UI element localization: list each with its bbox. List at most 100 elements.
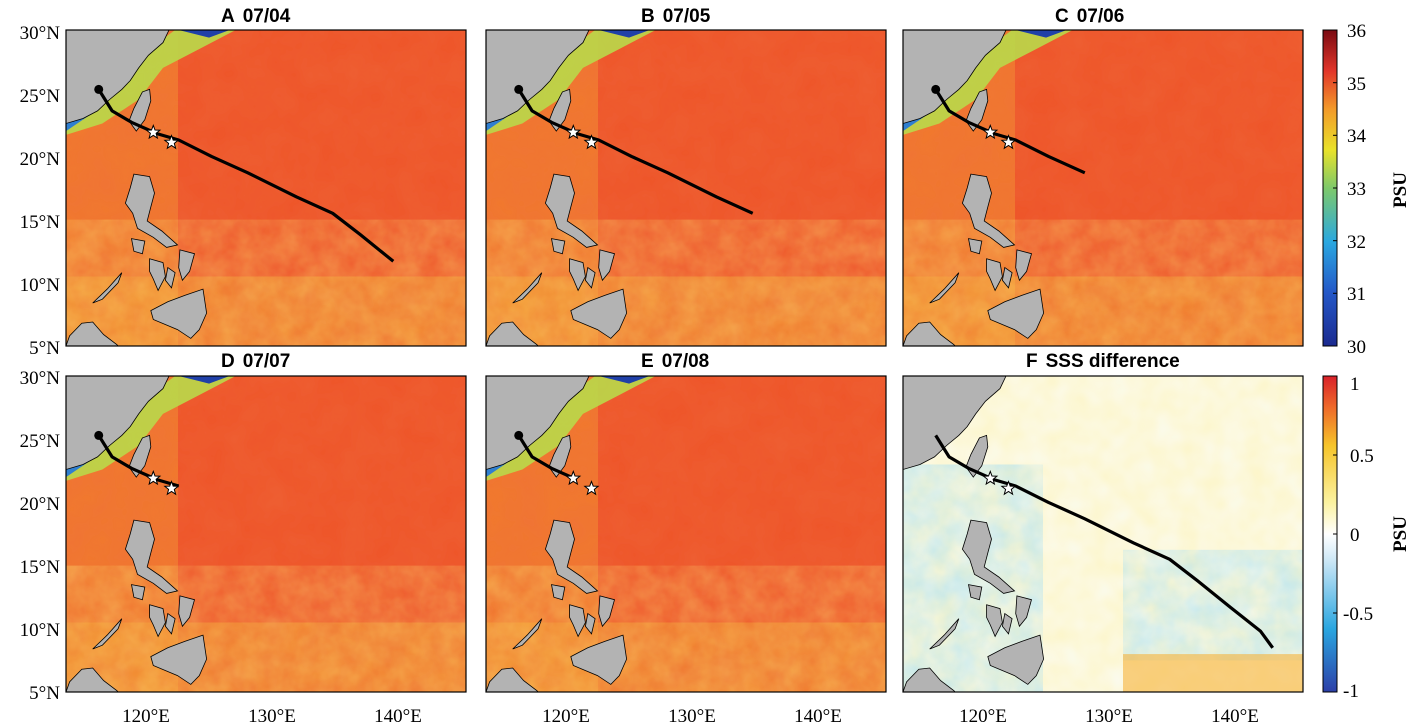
land bbox=[124, 173, 179, 248]
land bbox=[486, 376, 590, 470]
land bbox=[584, 612, 596, 635]
land bbox=[486, 30, 590, 124]
station-star-marker bbox=[163, 134, 180, 150]
fresh-water-patch bbox=[598, 376, 650, 384]
station-star-marker bbox=[583, 480, 600, 496]
land bbox=[130, 238, 146, 255]
station-star-marker bbox=[145, 469, 162, 486]
x-tick-label: 130°E bbox=[668, 706, 716, 726]
y-tick-label: 20°N bbox=[20, 149, 61, 170]
colorbar-diff-label: PSU bbox=[1390, 516, 1411, 552]
x-tick-label: 120°E bbox=[122, 706, 170, 726]
colorbar-sss-tick: 30 bbox=[1347, 337, 1366, 358]
colorbar-diff: 1 0.5 0 -0.5 -1 PSU bbox=[1322, 374, 1411, 702]
panel-frame bbox=[902, 375, 1304, 693]
panel-c-title: C 07/06 bbox=[1055, 6, 1124, 27]
panel-frame bbox=[65, 29, 467, 347]
colorbar-sss-tick: 33 bbox=[1347, 179, 1366, 200]
colorbar-sss-tick: 32 bbox=[1347, 232, 1366, 253]
x-tick-label: 140°E bbox=[1211, 706, 1259, 726]
y-tick-label: 30°N bbox=[20, 368, 61, 389]
colorbar-diff-tick: -0.5 bbox=[1343, 604, 1373, 625]
land bbox=[178, 249, 195, 282]
typhoon-position bbox=[514, 430, 524, 440]
diff-texture-neg bbox=[1123, 549, 1303, 661]
land bbox=[66, 30, 170, 124]
panel-frame bbox=[902, 29, 1304, 347]
typhoon-track bbox=[517, 434, 578, 482]
coastal-plume bbox=[903, 30, 1073, 135]
station-star-marker bbox=[1000, 480, 1017, 496]
panel-b-title: B 07/05 bbox=[641, 6, 711, 27]
land bbox=[544, 173, 599, 248]
panel-frame bbox=[65, 375, 467, 693]
sss-texture-south bbox=[66, 219, 466, 346]
land bbox=[987, 288, 1045, 339]
land bbox=[544, 519, 599, 594]
land bbox=[548, 88, 572, 132]
station-star-marker bbox=[565, 469, 582, 486]
x-tick-label: 130°E bbox=[1085, 706, 1133, 726]
x-tick-label: 130°E bbox=[248, 706, 296, 726]
land bbox=[548, 434, 572, 478]
y-tick-label: 15°N bbox=[20, 557, 61, 578]
land bbox=[92, 272, 123, 304]
colorbar-diff-tick: -1 bbox=[1343, 681, 1359, 702]
land bbox=[929, 618, 960, 650]
map-panel-f bbox=[902, 375, 1304, 693]
station-star-marker bbox=[982, 123, 999, 140]
land bbox=[903, 30, 1007, 124]
x-tick-label: 140°E bbox=[374, 706, 422, 726]
land bbox=[569, 604, 586, 638]
typhoon-position bbox=[514, 84, 524, 94]
typhoon-position bbox=[94, 84, 104, 94]
land bbox=[965, 88, 989, 132]
y-tick-label: 20°N bbox=[20, 494, 61, 515]
fresh-water-patch bbox=[178, 30, 230, 38]
map-panel-a bbox=[65, 29, 467, 347]
sss-texture-south bbox=[486, 219, 886, 346]
station-star-marker bbox=[1000, 134, 1017, 150]
colorbar-sss-tick: 35 bbox=[1347, 74, 1366, 95]
panel-f-title: F SSS difference bbox=[1026, 351, 1180, 372]
land bbox=[164, 612, 176, 635]
panel-d-title: D 07/07 bbox=[221, 351, 290, 372]
coastal-plume bbox=[486, 30, 656, 135]
y-tick-label: 5°N bbox=[29, 338, 60, 359]
land bbox=[128, 434, 152, 478]
sss-texture-south bbox=[486, 565, 886, 692]
land bbox=[1015, 249, 1032, 282]
x-tick-label: 120°E bbox=[542, 706, 590, 726]
land bbox=[598, 595, 615, 628]
panel-frame bbox=[485, 29, 887, 347]
y-tick-label: 25°N bbox=[20, 431, 61, 452]
y-tick-label: 10°N bbox=[20, 620, 61, 641]
y-tick-label: 15°N bbox=[20, 212, 61, 233]
land bbox=[130, 584, 146, 601]
fresh-water-patch bbox=[66, 114, 91, 132]
land bbox=[903, 376, 1007, 470]
land bbox=[570, 634, 628, 685]
land bbox=[961, 173, 1016, 248]
sss-texture-south bbox=[903, 219, 1303, 346]
land bbox=[965, 434, 989, 478]
diff-positive-band bbox=[1123, 654, 1303, 692]
land bbox=[92, 618, 123, 650]
land bbox=[550, 584, 566, 601]
station-star-marker bbox=[565, 123, 582, 140]
fresh-water-patch bbox=[178, 376, 230, 384]
y-tick-label: 5°N bbox=[29, 683, 60, 704]
typhoon-position bbox=[931, 84, 941, 94]
map-panel-c bbox=[902, 29, 1304, 347]
colorbar-diff-tick: 0 bbox=[1350, 525, 1360, 546]
land bbox=[124, 519, 179, 594]
land bbox=[550, 238, 566, 255]
colorbar-sss-tick: 36 bbox=[1347, 21, 1366, 42]
land bbox=[961, 519, 1016, 594]
fresh-water-patch bbox=[903, 114, 928, 132]
colorbar-sss: 36 35 34 33 32 31 30 PSU bbox=[1322, 21, 1411, 358]
land bbox=[598, 249, 615, 282]
land bbox=[584, 266, 596, 289]
land bbox=[967, 238, 983, 255]
